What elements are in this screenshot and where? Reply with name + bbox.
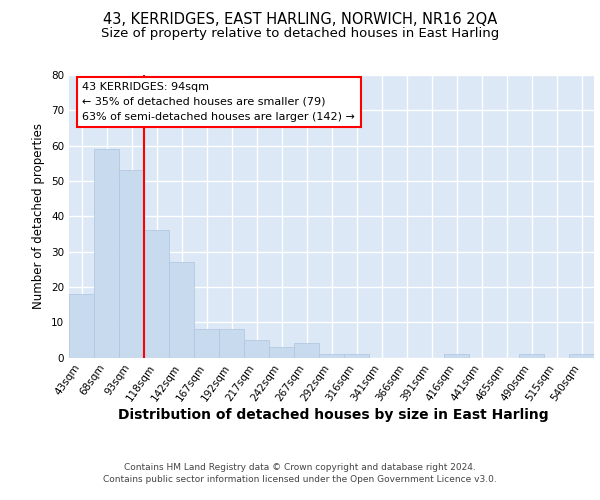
Text: Contains public sector information licensed under the Open Government Licence v3: Contains public sector information licen… (103, 475, 497, 484)
Text: Size of property relative to detached houses in East Harling: Size of property relative to detached ho… (101, 28, 499, 40)
Bar (294, 344, 319, 357)
Y-axis label: Number of detached properties: Number of detached properties (32, 123, 46, 309)
Bar (269, 347, 294, 358)
Bar (69, 294, 94, 358)
Bar (194, 329, 219, 358)
Bar (219, 329, 244, 358)
Bar (94, 149, 119, 358)
Bar (119, 170, 144, 358)
Text: Distribution of detached houses by size in East Harling: Distribution of detached houses by size … (118, 408, 548, 422)
Bar (444, 354, 469, 358)
Bar (569, 354, 594, 358)
Bar (519, 354, 544, 358)
Bar (244, 340, 269, 357)
Bar (344, 354, 369, 358)
Bar (319, 354, 344, 358)
Bar (144, 230, 169, 358)
Text: 43, KERRIDGES, EAST HARLING, NORWICH, NR16 2QA: 43, KERRIDGES, EAST HARLING, NORWICH, NR… (103, 12, 497, 28)
Bar (169, 262, 194, 358)
Text: Contains HM Land Registry data © Crown copyright and database right 2024.: Contains HM Land Registry data © Crown c… (124, 462, 476, 471)
Text: 43 KERRIDGES: 94sqm
← 35% of detached houses are smaller (79)
63% of semi-detach: 43 KERRIDGES: 94sqm ← 35% of detached ho… (82, 82, 355, 122)
